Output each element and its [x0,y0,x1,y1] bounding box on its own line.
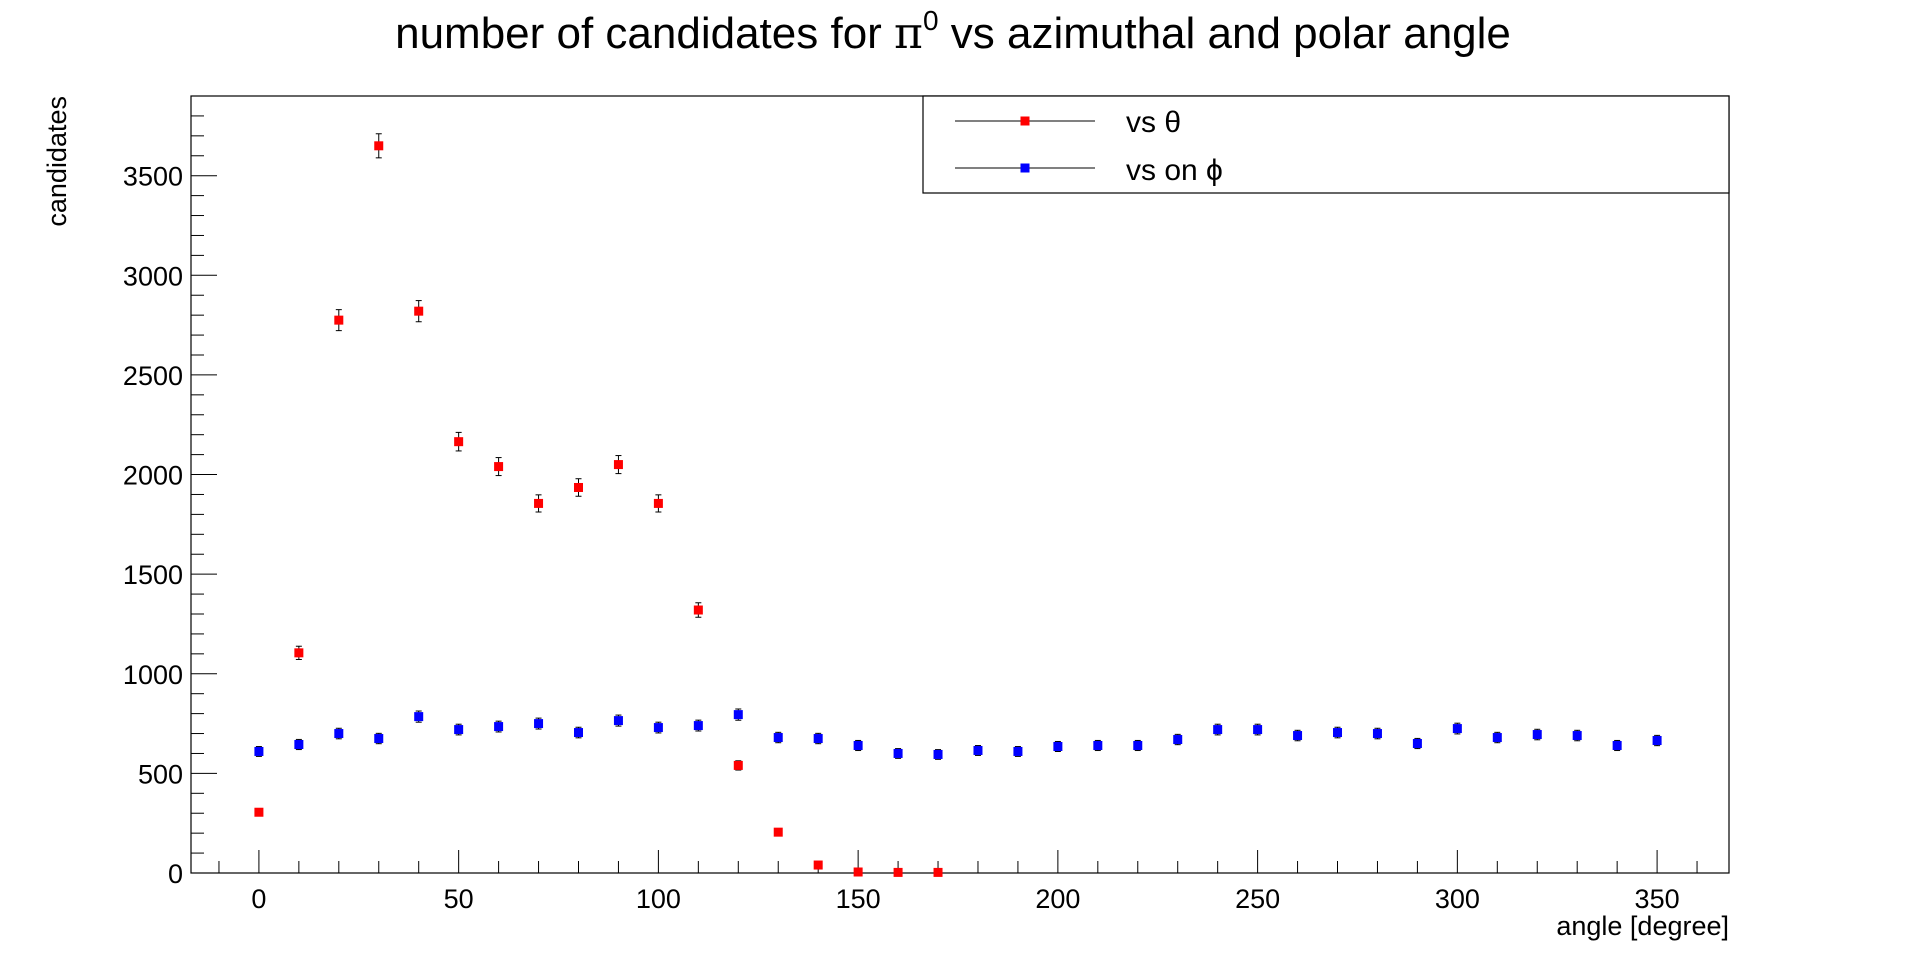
data-point [294,739,304,749]
x-tick-label: 50 [444,884,474,914]
data-point [933,749,943,759]
y-tick-label: 2000 [123,461,183,491]
data-point [613,460,623,470]
series-0 [254,133,943,877]
data-point [254,807,264,817]
chart-title: number of candidates for π0 vs azimuthal… [395,5,1511,59]
data-point [1133,740,1143,750]
data-point [1093,740,1103,750]
data-point [1572,731,1582,741]
data-point [853,740,863,750]
data-point [1652,736,1662,746]
data-point [1452,724,1462,734]
title-prefix: number of candidates for [395,9,894,58]
x-tick-label: 250 [1235,884,1280,914]
title-suffix: vs azimuthal and polar angle [939,9,1511,58]
data-point [1532,730,1542,740]
data-point [494,722,504,732]
data-point [334,315,344,325]
data-point [973,745,983,755]
legend-marker-phi [1020,163,1030,173]
data-point [573,728,583,738]
data-point [1293,731,1303,741]
y-tick-label: 2500 [123,361,183,391]
data-point [1253,725,1263,735]
series-1 [254,708,1662,760]
data-point [454,437,464,447]
data-point [334,729,344,739]
x-tick-label: 300 [1435,884,1480,914]
y-tick-label: 1000 [123,660,183,690]
legend-box [922,95,1730,194]
y-tick-label: 500 [138,759,183,789]
data-point [294,648,304,658]
data-point [414,712,424,722]
data-point [374,141,384,151]
data-point [1412,739,1422,748]
y-tick-label: 0 [168,859,183,889]
data-point [853,867,863,877]
data-point [893,867,903,877]
data-point [733,760,743,770]
data-point [693,721,703,731]
data-point [653,498,663,508]
x-axis-title: angle [degree] [1556,911,1729,941]
data-point [414,306,424,316]
legend-label-phi: vs on ϕ [1126,154,1223,187]
data-point [813,860,823,870]
title-symbol: π [894,8,923,59]
data-point [534,719,544,729]
y-tick-label: 3500 [123,162,183,192]
legend-label-theta: vs θ [1126,106,1181,139]
x-axis: 0 50 100 150 200 250 300 350 [218,850,1698,914]
data-point [693,605,703,615]
data-point [454,725,464,735]
x-tick-label: 200 [1035,884,1080,914]
data-point [1173,735,1183,745]
data-point [893,748,903,758]
data-point [494,462,504,472]
y-axis: 0 500 1000 1500 2000 2500 3000 3500 [123,95,217,889]
data-point [773,733,783,743]
data-point [1612,740,1622,750]
data-point [933,867,943,877]
x-tick-label: 0 [251,884,266,914]
legend: vs θ vs on ϕ [922,95,1730,194]
x-tick-label: 150 [836,884,881,914]
series-layer [254,133,1662,877]
data-point [1013,746,1023,756]
data-point [1333,728,1343,738]
data-point [573,482,583,492]
x-tick-label: 350 [1635,884,1680,914]
data-point [254,746,264,756]
data-point [1492,733,1502,743]
y-tick-label: 1500 [123,560,183,590]
data-point [773,827,783,837]
y-axis-title: candidates [42,96,72,227]
data-point [534,498,544,508]
data-point [1053,741,1063,751]
x-tick-label: 100 [636,884,681,914]
plot-frame [190,95,1730,874]
data-point [813,734,823,744]
title-superscript: 0 [923,5,939,36]
data-point [653,723,663,733]
legend-marker-theta [1020,116,1030,126]
data-point [1213,725,1223,735]
data-point [374,734,384,744]
data-point [613,716,623,726]
data-point [1372,729,1382,739]
y-tick-label: 3000 [123,261,183,291]
data-point [733,710,743,720]
